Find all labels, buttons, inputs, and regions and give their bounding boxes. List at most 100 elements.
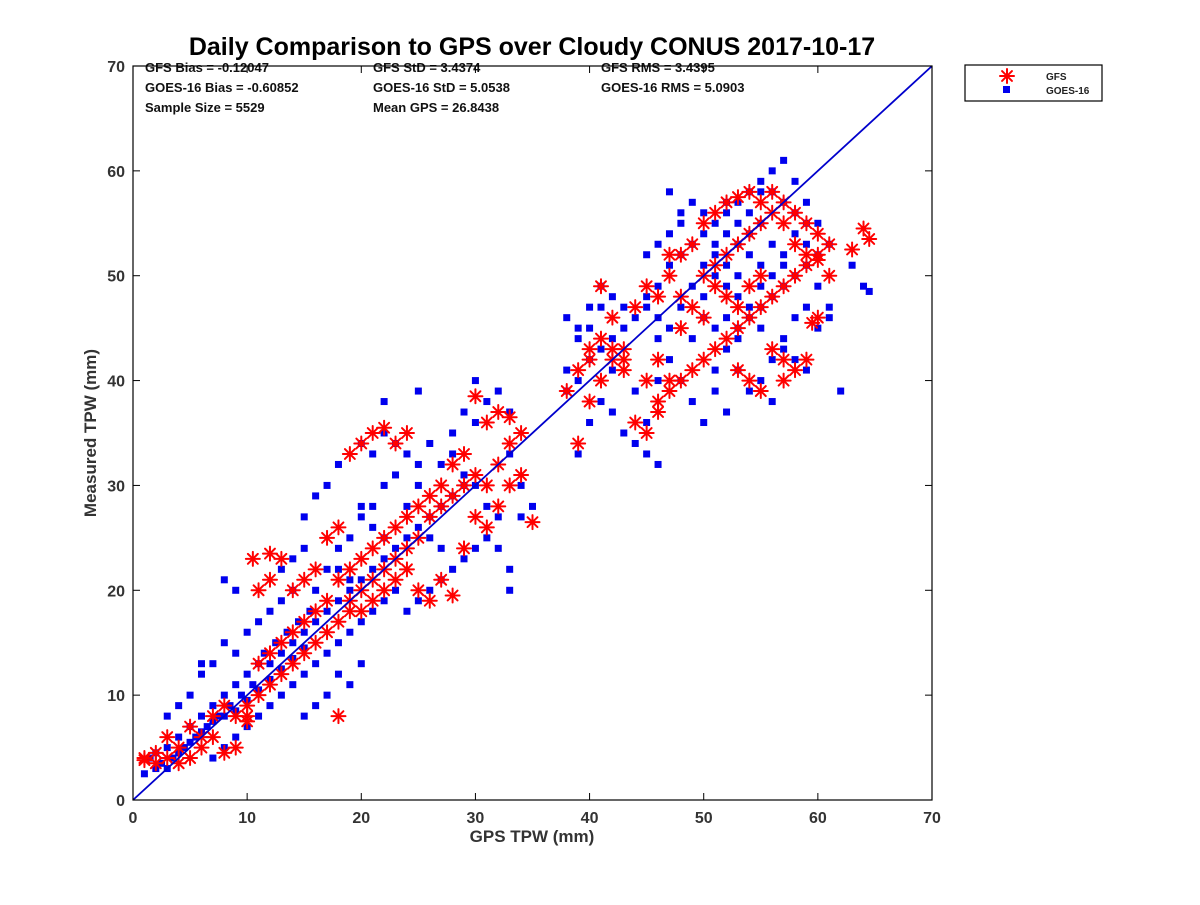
goes16-data-point [757, 377, 765, 385]
goes16-data-point [677, 303, 685, 311]
goes16-data-point [665, 188, 673, 196]
goes16-data-point [334, 460, 342, 468]
y-tick-label: 20 [107, 583, 125, 600]
gfs-data-point [729, 189, 746, 206]
goes16-data-point [277, 565, 285, 573]
gfs-data-point [775, 278, 792, 295]
goes16-data-point [734, 293, 742, 301]
goes16-data-point [506, 586, 514, 594]
gfs-data-point [307, 634, 324, 651]
goes16-data-point [825, 314, 833, 322]
gfs-data-point [376, 529, 393, 546]
goes16-data-point [814, 282, 822, 290]
gfs-data-point [330, 708, 347, 725]
gfs-data-point [661, 383, 678, 400]
goes16-data-point [323, 607, 331, 615]
goes16-data-point [768, 272, 776, 280]
goes16-data-point [392, 586, 400, 594]
gfs-data-point [456, 477, 473, 494]
goes16-data-point [289, 681, 297, 689]
gfs-data-point [684, 299, 701, 316]
goes16-data-point [802, 198, 810, 206]
gfs-data-point [284, 582, 301, 599]
gfs-data-point [250, 687, 267, 704]
gfs-data-point [741, 372, 758, 389]
goes16-data-point [369, 523, 377, 531]
gfs-data-point [284, 624, 301, 641]
goes16-data-point [209, 660, 217, 668]
goes16-data-point [780, 345, 788, 353]
goes16-data-point [471, 544, 479, 552]
goes16-data-point [665, 324, 673, 332]
gfs-data-point [353, 603, 370, 620]
goes16-data-point [357, 660, 365, 668]
gfs-data-point [456, 540, 473, 557]
x-tick-label: 20 [352, 810, 370, 827]
gfs-data-point [672, 246, 689, 263]
gfs-data-point [478, 414, 495, 431]
goes16-data-point [597, 345, 605, 353]
goes16-data-point [483, 534, 491, 542]
goes16-data-point [494, 387, 502, 395]
goes16-data-point [745, 387, 753, 395]
goes16-data-point [437, 544, 445, 552]
gfs-data-point [809, 225, 826, 242]
goes16-data-point [232, 586, 240, 594]
stat-mean-gps: Mean GPS = 26.8438 [373, 100, 499, 115]
goes16-data-point [369, 565, 377, 573]
legend-gfs-asterisk-marker [999, 68, 1015, 84]
goes16-data-point [323, 691, 331, 699]
goes16-data-point [312, 618, 320, 626]
goes16-data-point [865, 287, 873, 295]
goes16-data-point [471, 377, 479, 385]
goes16-data-point [620, 429, 628, 437]
goes16-data-point [620, 303, 628, 311]
goes16-data-point [757, 324, 765, 332]
gfs-data-point [444, 456, 461, 473]
gfs-data-point [627, 414, 644, 431]
goes16-data-point [346, 628, 354, 636]
gfs-data-point [638, 425, 655, 441]
goes16-data-point [414, 523, 422, 531]
goes16-data-point [334, 670, 342, 678]
goes16-data-point [711, 324, 719, 332]
goes16-data-point [745, 251, 753, 259]
gfs-data-point [364, 592, 381, 609]
gfs-data-point [387, 571, 404, 588]
gfs-data-point [707, 204, 724, 221]
gfs-data-point [376, 419, 393, 436]
x-tick-label: 10 [238, 810, 256, 827]
goes16-data-point [449, 429, 457, 437]
goes16-data-point [312, 492, 320, 500]
gfs-data-point [330, 613, 347, 630]
gfs-data-point [433, 571, 450, 588]
legend-goes16-square-marker [1003, 86, 1010, 93]
gfs-data-point [319, 592, 336, 609]
gfs-data-point [861, 231, 878, 248]
goes16-data-point [517, 481, 525, 489]
gfs-data-point [787, 267, 804, 284]
goes16-data-point [802, 240, 810, 248]
x-tick-label: 70 [923, 810, 941, 827]
gfs-data-point [558, 383, 575, 400]
goes16-data-point [357, 513, 365, 521]
goes16-data-point [665, 230, 673, 238]
goes16-data-point [483, 502, 491, 510]
gfs-data-point [490, 498, 507, 515]
goes16-data-point [357, 502, 365, 510]
gfs-data-point [456, 445, 473, 462]
gfs-data-point [501, 435, 518, 452]
goes16-data-point [529, 502, 536, 510]
goes16-data-point [426, 439, 434, 447]
goes16-data-point [654, 377, 662, 385]
gfs-data-point [650, 288, 667, 305]
gfs-data-point [204, 708, 221, 725]
gfs-data-point [330, 519, 347, 536]
goes16-data-point [277, 597, 285, 605]
gfs-data-point [764, 183, 781, 200]
goes16-data-point [631, 387, 639, 395]
gfs-data-point [718, 194, 735, 211]
gfs-data-point [615, 362, 632, 379]
gfs-data-point [764, 341, 781, 358]
goes16-data-point [711, 219, 719, 227]
